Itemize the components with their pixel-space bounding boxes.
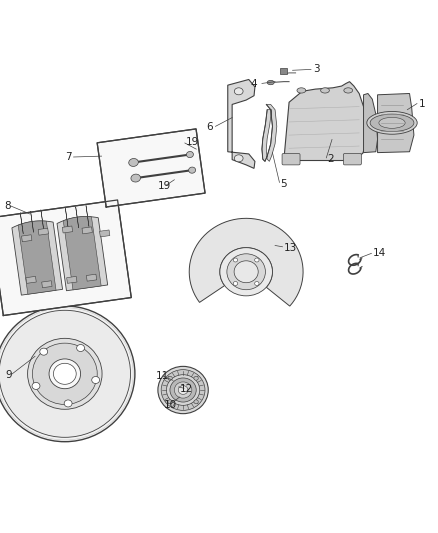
Text: 9: 9 xyxy=(5,370,12,380)
Text: 12: 12 xyxy=(180,384,193,394)
Ellipse shape xyxy=(158,366,208,414)
Ellipse shape xyxy=(194,376,198,380)
Polygon shape xyxy=(378,93,414,152)
Ellipse shape xyxy=(370,114,414,132)
Ellipse shape xyxy=(28,338,102,409)
Ellipse shape xyxy=(234,155,243,162)
Bar xyxy=(38,228,49,235)
Polygon shape xyxy=(76,207,79,228)
Polygon shape xyxy=(20,213,23,234)
FancyBboxPatch shape xyxy=(282,154,300,165)
Ellipse shape xyxy=(92,376,99,384)
Ellipse shape xyxy=(233,281,238,286)
Ellipse shape xyxy=(194,400,198,404)
Ellipse shape xyxy=(170,378,196,402)
Polygon shape xyxy=(18,221,56,294)
Polygon shape xyxy=(63,216,101,290)
Text: 13: 13 xyxy=(284,243,297,253)
Ellipse shape xyxy=(32,382,40,390)
Bar xyxy=(86,274,97,281)
Ellipse shape xyxy=(77,344,85,352)
Ellipse shape xyxy=(64,400,72,407)
Text: 7: 7 xyxy=(65,152,71,162)
Ellipse shape xyxy=(234,261,258,282)
Ellipse shape xyxy=(227,254,265,290)
Polygon shape xyxy=(57,216,108,290)
Ellipse shape xyxy=(189,167,196,173)
Ellipse shape xyxy=(0,306,135,442)
Polygon shape xyxy=(86,205,89,227)
Text: 4: 4 xyxy=(251,79,257,90)
Ellipse shape xyxy=(233,258,238,262)
Ellipse shape xyxy=(234,88,243,95)
Ellipse shape xyxy=(267,80,274,85)
Text: 10: 10 xyxy=(164,400,177,410)
Text: 6: 6 xyxy=(207,122,213,132)
Polygon shape xyxy=(65,208,68,229)
Text: 14: 14 xyxy=(373,248,386,259)
Ellipse shape xyxy=(168,400,172,404)
Bar xyxy=(99,230,110,237)
Bar xyxy=(62,226,73,233)
Text: 8: 8 xyxy=(4,201,11,211)
Polygon shape xyxy=(41,209,44,231)
Ellipse shape xyxy=(178,386,188,394)
Ellipse shape xyxy=(40,348,48,355)
Bar xyxy=(67,277,77,284)
Ellipse shape xyxy=(321,88,329,93)
Ellipse shape xyxy=(174,382,192,398)
Ellipse shape xyxy=(32,343,97,405)
Ellipse shape xyxy=(367,111,417,134)
Text: 19: 19 xyxy=(158,181,171,191)
Ellipse shape xyxy=(161,370,205,410)
Polygon shape xyxy=(12,221,63,295)
Polygon shape xyxy=(31,211,34,232)
Ellipse shape xyxy=(344,88,353,93)
Bar xyxy=(280,68,287,74)
Ellipse shape xyxy=(379,117,405,128)
Polygon shape xyxy=(0,200,131,316)
Text: 19: 19 xyxy=(186,136,199,147)
Ellipse shape xyxy=(297,88,306,93)
Ellipse shape xyxy=(131,174,141,182)
Text: 5: 5 xyxy=(280,179,287,189)
Text: 3: 3 xyxy=(313,63,319,74)
Polygon shape xyxy=(284,82,368,160)
Polygon shape xyxy=(189,219,303,306)
Ellipse shape xyxy=(168,376,172,380)
Ellipse shape xyxy=(0,310,131,437)
Bar xyxy=(42,281,52,288)
Ellipse shape xyxy=(53,364,76,384)
Bar xyxy=(26,277,36,284)
Ellipse shape xyxy=(187,151,194,158)
Ellipse shape xyxy=(254,258,259,262)
Ellipse shape xyxy=(220,248,272,296)
Text: 1: 1 xyxy=(419,99,425,109)
Polygon shape xyxy=(364,93,378,152)
Ellipse shape xyxy=(166,375,200,405)
Text: 11: 11 xyxy=(155,371,169,381)
Polygon shape xyxy=(97,129,205,207)
Polygon shape xyxy=(262,104,277,161)
Ellipse shape xyxy=(49,359,81,389)
Text: 2: 2 xyxy=(328,154,334,164)
Bar xyxy=(82,227,92,234)
Ellipse shape xyxy=(254,281,259,286)
FancyBboxPatch shape xyxy=(343,154,361,165)
Polygon shape xyxy=(228,79,255,168)
Bar xyxy=(21,235,32,242)
Ellipse shape xyxy=(129,158,138,166)
